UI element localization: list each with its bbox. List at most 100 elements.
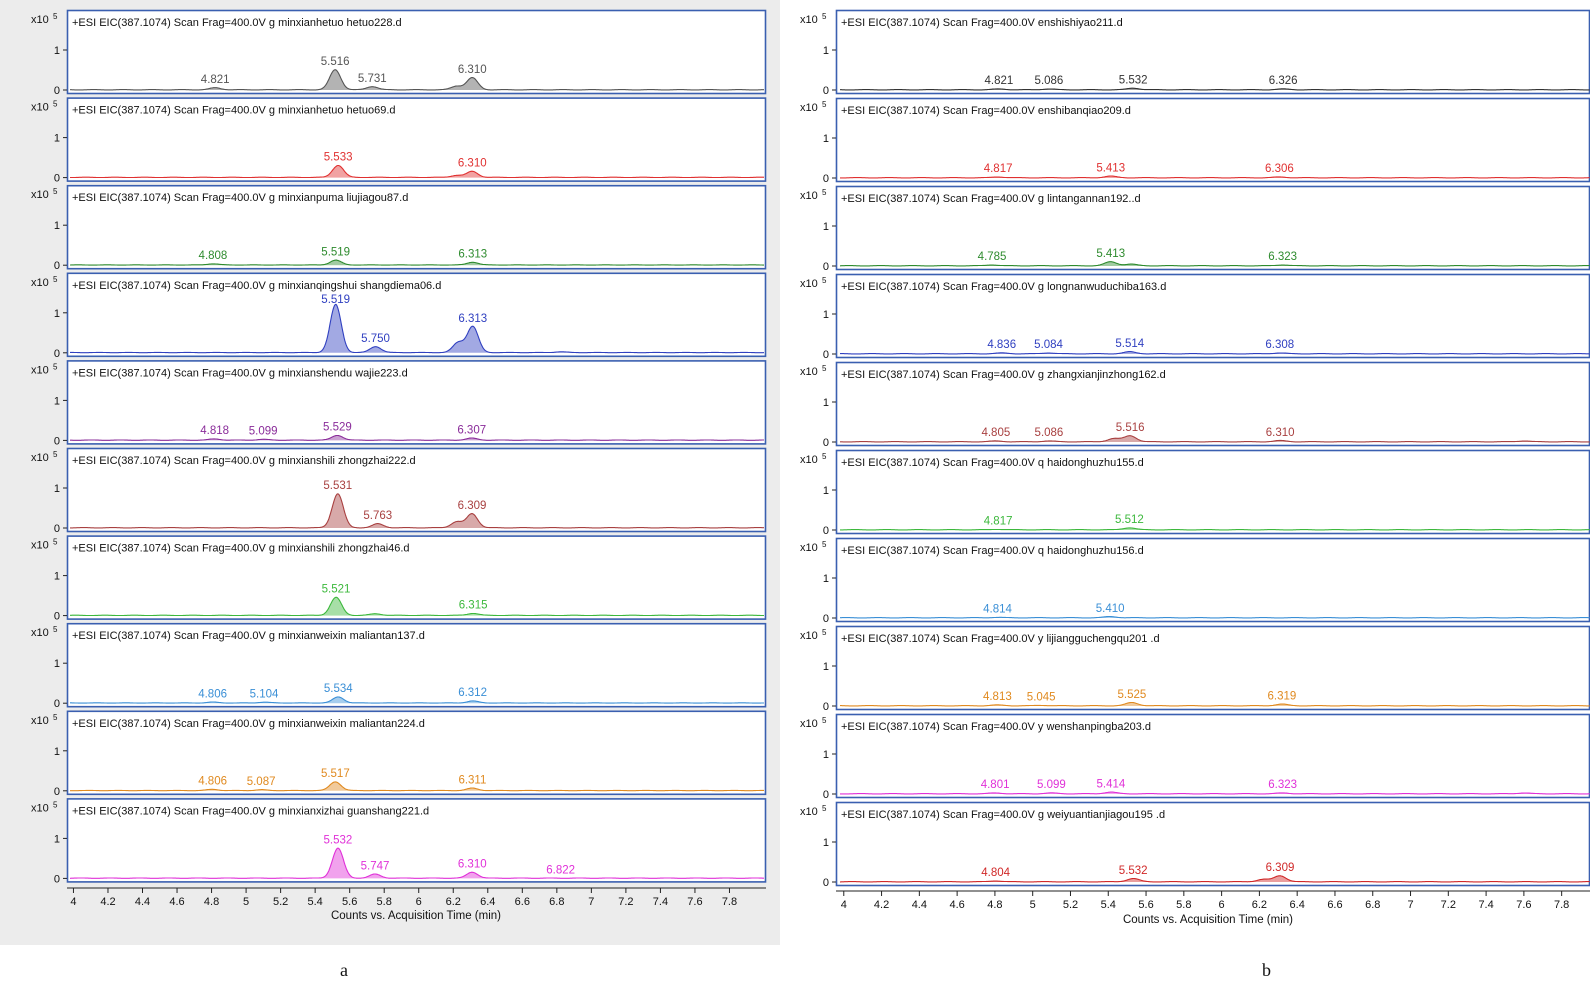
peak-label: 4.808 [199,250,228,262]
y-scale-exponent: 5 [53,362,58,371]
peak-label: 5.763 [363,510,392,522]
chromatogram-panel: x10 5 1 0 +ESI EIC(387.1074) Scan Frag=400.0… [31,447,767,535]
series-line [70,259,764,266]
peak-label: 6.310 [1266,427,1295,439]
y-scale-label: x10 [800,806,818,818]
y-scale-exponent: 5 [53,275,58,284]
peak-label: 5.414 [1097,778,1126,790]
panel-frame [835,97,1590,183]
peak-label: 4.806 [198,688,227,700]
x-tick-label: 7.6 [687,896,702,908]
y-scale-exponent: 5 [822,188,827,197]
chromatogram-panel: x10 5 1 0 +ESI EIC(387.1074) Scan Frag=400.0… [31,710,767,798]
peak-label: 5.086 [1035,75,1064,87]
series-line [70,69,764,91]
peak-label: 4.805 [981,427,1010,439]
chromatogram-panel: x10 5 1 0 +ESI EIC(387.1074) Scan Frag=400.0… [800,449,1590,537]
chromatogram-panel: x10 5 1 0 +ESI EIC(387.1074) Scan Frag=400.0… [800,537,1590,625]
y-tick-label: 0 [54,85,60,97]
y-tick-label: 1 [823,837,829,849]
peak-label: 5.045 [1027,692,1056,704]
y-scale-exponent: 5 [822,628,827,637]
y-scale-label: x10 [31,715,49,727]
y-scale-label: x10 [800,718,818,730]
chromatogram-panel: x10 5 1 0 +ESI EIC(387.1074) Scan Frag=400.0… [800,9,1590,97]
y-tick-label: 0 [823,613,829,625]
peak-label: 6.315 [459,600,488,612]
panel-a: 4 4.2 4.4 4.6 4.8 5 5.2 5.4 5.6 5.8 6 6.2 6.4 6.6 6.8 7… [0,0,780,945]
peak-label: 4.818 [200,425,229,437]
peak-label: 6.309 [1266,862,1295,874]
peak-label: 6.310 [458,64,487,76]
y-tick-label: 1 [54,571,60,583]
x-tick-label: 7.6 [1516,899,1531,911]
peak-label: 6.309 [458,500,487,512]
peak-label: 6.308 [1265,339,1294,351]
peak-label: 5.086 [1035,427,1064,439]
y-tick-label: 0 [54,698,60,710]
series-line [840,615,1590,619]
peak-label: 4.836 [987,339,1016,351]
peak-label: 4.813 [983,691,1012,703]
y-scale-label: x10 [31,540,49,552]
peak-label: 5.525 [1117,689,1146,701]
series-line [70,164,765,179]
y-tick-label: 1 [54,395,60,407]
x-tick-label: 4.2 [874,899,889,911]
x-tick-label: 6.2 [1252,899,1267,911]
series-title: +ESI EIC(387.1074) Scan Frag=400.0V ensh… [841,17,1123,29]
chromatogram-stack-b: 4 4.2 4.4 4.6 4.8 5 5.2 5.4 5.6 5.8 6 6.2 6.4 6.6 6.8 7… [800,9,1590,926]
x-tick-label: 5.6 [342,896,357,908]
x-tick-label: 5 [1030,899,1036,911]
y-scale-exponent: 5 [53,450,58,459]
peak-label: 5.087 [247,776,276,788]
panel-frame [66,272,767,358]
panel-frame [66,447,767,533]
y-scale-label: x10 [800,542,818,554]
y-scale-exponent: 5 [822,276,827,285]
series-line [840,527,1590,531]
y-tick-label: 1 [823,749,829,761]
panel-frame [835,537,1590,623]
x-tick-label: 7.2 [618,896,633,908]
peak-label: 5.534 [324,683,353,695]
x-tick-label: 4.6 [949,899,964,911]
y-tick-label: 1 [823,133,829,145]
y-scale-exponent: 5 [53,625,58,634]
peak-label: 5.521 [322,584,351,596]
y-tick-label: 0 [823,877,829,889]
y-tick-label: 0 [54,786,60,798]
peak-label: 4.821 [984,75,1013,87]
x-tick-label: 6 [1219,899,1225,911]
y-tick-label: 0 [54,873,60,885]
peak-label: 6.306 [1265,163,1294,175]
chromatogram-panel: x10 5 1 0 +ESI EIC(387.1074) Scan Frag=400.0… [31,535,767,623]
series-title: +ESI EIC(387.1074) Scan Frag=400.0V y li… [841,633,1160,645]
x-tick-label: 4 [70,896,76,908]
y-tick-label: 0 [823,701,829,713]
x-tick-label: 4.8 [987,899,1002,911]
peak-label: 5.517 [321,768,350,780]
panel-frame [835,801,1590,887]
series-title: +ESI EIC(387.1074) Scan Frag=400.0V g li… [841,193,1141,205]
series-title: +ESI EIC(387.1074) Scan Frag=400.0V q ha… [841,545,1144,557]
peak-label: 5.516 [1116,422,1145,434]
peak-label: 4.817 [984,163,1013,175]
peak-label: 6.313 [458,313,487,325]
y-tick-label: 1 [823,661,829,673]
y-tick-label: 0 [54,611,60,623]
x-tick-label: 7.8 [1554,899,1569,911]
series-title: +ESI EIC(387.1074) Scan Frag=400.0V y we… [841,721,1151,733]
panel-frame [835,361,1590,447]
peak-label: 5.410 [1096,603,1125,615]
y-tick-label: 1 [54,483,60,495]
peak-label: 5.413 [1096,248,1125,260]
y-scale-exponent: 5 [822,364,827,373]
x-tick-label: 5.8 [377,896,392,908]
panel-frame [66,97,767,182]
x-axis-b: 4 4.2 4.4 4.6 4.8 5 5.2 5.4 5.6 5.8 6 6.2 6.4 6.6 6.8 7… [836,890,1590,926]
series-line [840,175,1590,179]
peak-label: 5.084 [1034,339,1063,351]
peak-label: 5.731 [358,73,387,85]
y-tick-label: 1 [823,45,829,57]
